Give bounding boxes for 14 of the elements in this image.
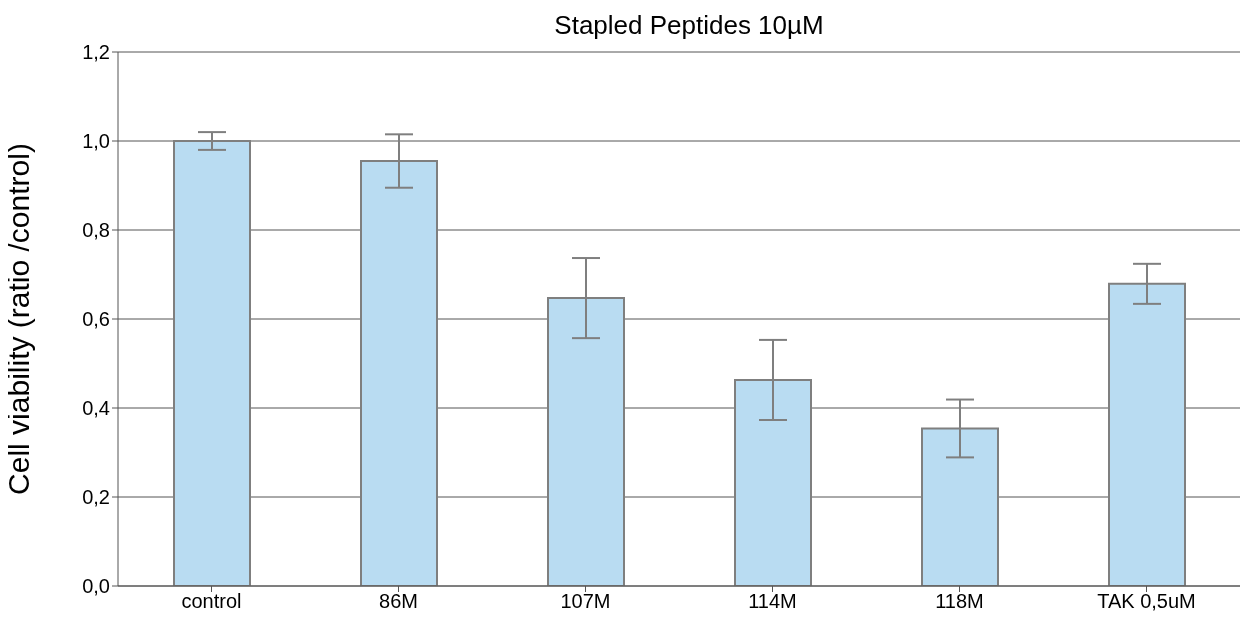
y-tick-label: 0,6 [82, 308, 110, 331]
x-tick-label: 86M [379, 590, 418, 613]
x-tick-label: control [181, 590, 242, 613]
x-tick-label: TAK 0,5uM [1097, 590, 1196, 613]
y-tick-label: 0,8 [82, 219, 110, 242]
x-tick-label: 107M [560, 590, 611, 613]
y-tick-label: 0,0 [82, 575, 110, 598]
x-tick-label: 118M [935, 590, 984, 613]
chart-title: Stapled Peptides 10µM [553, 9, 825, 42]
y-tick-label: 1,2 [82, 41, 110, 64]
y-tick-label: 0,4 [82, 397, 110, 420]
y-tick-label: 1,0 [82, 130, 110, 153]
y-tick-label: 0,2 [82, 486, 110, 509]
x-tick-label: 114M [748, 590, 797, 613]
